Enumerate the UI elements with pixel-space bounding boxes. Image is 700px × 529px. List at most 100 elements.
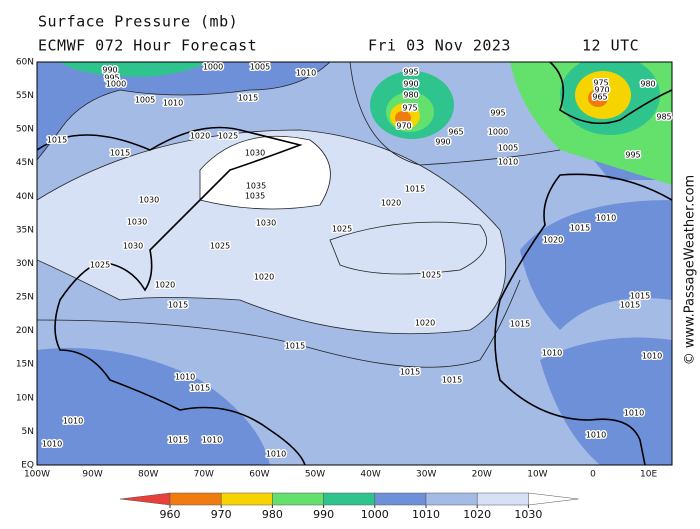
isobar-label: 990 [403,80,418,89]
isobar [37,62,331,161]
latitude-label: 50N [16,125,34,135]
forecast-date: Fri 03 Nov 2023 [368,37,511,55]
colorbar-label: 970 [211,508,232,521]
longitude-label: 0 [590,470,596,480]
isobar-label: 1015 [630,292,650,301]
isobar-label: 985 [656,113,671,122]
colorbar-label: 1030 [514,508,542,521]
isobar-label: 1030 [245,149,265,158]
isobar-label: 995 [490,109,505,118]
latitude-label: 25N [16,293,34,303]
isobar-label: 970 [594,86,609,95]
latitude-label: 55N [16,91,34,101]
isobar-label: 1005 [135,96,155,105]
isobar-label: 1010 [163,99,183,108]
isobar-label: 1015 [442,376,462,385]
isobar-label: 1025 [90,261,110,270]
map-title: Surface Pressure (mb) [38,13,238,31]
latitude-label: 5N [22,427,34,437]
longitude-label: 60W [249,470,269,480]
longitude-label: 20W [472,470,492,480]
isobar-label: 990 [435,138,450,147]
isobar-label: 1015 [405,185,425,194]
low-pressure-area [520,200,672,330]
longitude-label: 100W [24,470,50,480]
isobar-label: 1015 [110,149,130,158]
watermark: © www.PassageWeather.com [683,175,698,365]
isobar-label: 1010 [202,436,222,445]
isobar-label: 1010 [63,417,83,426]
isobar-label: 1010 [542,349,562,358]
isobar-label: 990 [102,66,117,75]
map-frame [36,61,673,466]
isobar-label: 1010 [498,158,518,167]
isobar-label: 1010 [296,69,316,78]
colorbar-segment [119,492,171,506]
colorbar-segment [476,492,529,506]
longitude-label: 10E [640,470,657,480]
coastline [494,173,672,465]
longitude-label: 50W [305,470,325,480]
colorbar-segment [528,492,579,506]
low-pressure-core [395,111,411,125]
isobar-label: 1020 [155,281,175,290]
low-pressure-core [588,89,608,107]
isobar-label: 1015 [190,384,210,393]
isobar-label: 1015 [168,436,188,445]
latitude-label: 15N [16,360,34,370]
isobar-label: 1020 [415,319,435,328]
latitude-label: EQ [21,460,34,470]
longitude-label: 90W [82,470,102,480]
high-pressure-area [37,130,506,334]
low-pressure-area [540,337,672,465]
colorbar-label: 980 [262,508,283,521]
isobar-label: 1015 [47,136,67,145]
isobar-label: 1015 [285,342,305,351]
isobar-label: 1005 [250,63,270,72]
colorbar-segment [425,492,478,506]
isobar-label: 980 [640,80,655,89]
latitude-label: 10N [16,393,34,403]
isobar-label: 1030 [139,196,159,205]
isobar-label: 1035 [245,192,265,201]
isobar-label: 1020 [543,236,563,245]
model-name: ECMWF 072 Hour Forecast [38,37,257,55]
isobar [37,279,521,368]
longitude-label: 30W [416,470,436,480]
isobar-label: 1030 [256,219,276,228]
isobar-label: 965 [448,128,463,137]
isobar-label: 1015 [570,224,590,233]
coastline [37,126,306,465]
isobar-label: 1015 [238,94,258,103]
longitude-label: 80W [138,470,158,480]
isobar-label: 1035 [246,182,266,191]
map-field [37,62,672,465]
isobar-label: 1015 [168,301,188,310]
isobar-label: 1015 [510,320,530,329]
colorbar-segment [169,492,222,506]
low-pressure-area [37,348,270,465]
colorbar-label: 1000 [361,508,389,521]
colorbar-label: 990 [313,508,334,521]
isobar [199,135,331,210]
colorbar-segment [374,492,427,506]
isobar-label: 1030 [127,218,147,227]
isobar [349,62,561,166]
isobar-label: 1005 [498,144,518,153]
colorbar-label: 1020 [463,508,491,521]
isobar-label: 1000 [203,63,223,72]
isobar-label: 1010 [586,431,606,440]
longitude-label: 10W [527,470,547,480]
latitude-label: 35N [16,225,34,235]
isobar-label: 1020 [190,132,210,141]
colorbar-segment [323,492,376,506]
colorbar-label: 960 [160,508,181,521]
isobar-label: 1010 [624,409,644,418]
latitude-label: 60N [16,58,34,68]
isobar [329,221,488,275]
isobar-label: 995 [403,68,418,77]
isobar-label: 1025 [421,271,441,280]
latitude-label: 30N [16,259,34,269]
colorbar-label: 1010 [412,508,440,521]
